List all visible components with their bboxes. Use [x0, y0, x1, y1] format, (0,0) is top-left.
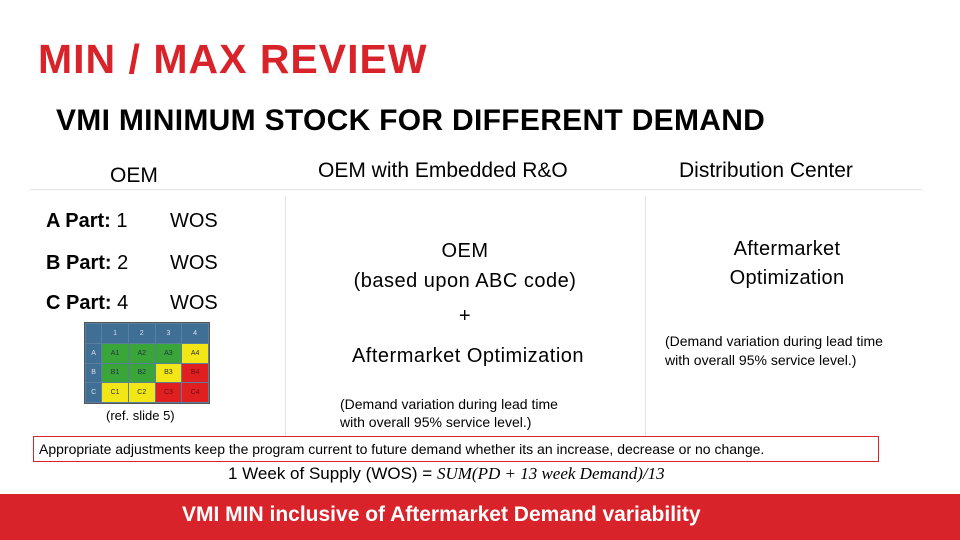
grid-cell: B2: [127, 362, 156, 384]
part-b-value: 2: [117, 252, 129, 274]
grid-corner: [84, 323, 103, 344]
part-c-label: C Part:: [46, 292, 112, 314]
formula-lhs: 1 Week of Supply (WOS) =: [228, 464, 433, 483]
grid-row-header: B: [84, 362, 103, 384]
header-divider: [30, 189, 922, 190]
part-a-value: 1: [116, 210, 128, 232]
embedded-line-oem: OEM: [441, 240, 489, 262]
part-b-label: B Part:: [46, 252, 112, 274]
part-b-unit: WOS: [170, 252, 218, 274]
part-c-unit: WOS: [170, 292, 218, 314]
embedded-line-aftermarket: Aftermarket Optimization: [351, 345, 585, 367]
abc-code-grid: 1 2 3 4 A A1 A2 A3 A4 B B1 B2 B3 B4 C C1…: [84, 322, 210, 404]
banner-text: VMI MIN inclusive of Aftermarket Demand …: [182, 503, 701, 526]
grid-row-header: A: [84, 342, 103, 364]
embedded-line-abc: (based upon ABC code): [353, 270, 577, 292]
embedded-note-line1: (Demand variation during lead time: [340, 396, 558, 412]
formula-rhs: SUM(PD + 13 week Demand)/13: [436, 464, 665, 483]
part-c-value: 4: [117, 292, 129, 314]
grid-cell: C3: [154, 382, 183, 403]
column-header-oem-embedded: OEM with Embedded R&O: [318, 159, 568, 182]
part-a-unit: WOS: [170, 210, 218, 232]
column-header-distribution: Distribution Center: [679, 159, 853, 182]
embedded-plus: +: [458, 305, 472, 327]
grid-cell: B1: [101, 362, 129, 384]
grid-col-header: 4: [181, 323, 209, 344]
wos-formula: 1 Week of Supply (WOS) = SUM(PD + 13 wee…: [228, 464, 665, 484]
part-a-row: A Part: 1: [46, 210, 128, 233]
adjustment-note-box: Appropriate adjustments keep the program…: [33, 436, 879, 462]
bottom-banner: VMI MIN inclusive of Aftermarket Demand …: [0, 494, 960, 540]
embedded-note-line2: with overall 95% service level.): [340, 414, 532, 430]
distribution-note-line1: (Demand variation during lead time: [665, 333, 883, 349]
slide-title: MIN / MAX REVIEW: [38, 36, 428, 82]
part-b-row: B Part: 2: [46, 252, 128, 275]
grid-cell: A1: [101, 342, 129, 364]
grid-cell: B3: [154, 362, 183, 384]
grid-col-header: 3: [154, 323, 183, 344]
column-divider-right: [645, 196, 646, 436]
slide-subtitle: VMI MINIMUM STOCK FOR DIFFERENT DEMAND: [56, 104, 766, 137]
grid-cell: C4: [181, 382, 209, 403]
distribution-note-line2: with overall 95% service level.): [665, 352, 857, 368]
grid-cell: B4: [181, 362, 209, 384]
distribution-line2: Optimization: [729, 267, 845, 289]
grid-row-header: C: [84, 382, 103, 403]
distribution-line1: Aftermarket: [733, 238, 841, 260]
grid-col-header: 1: [101, 323, 129, 344]
grid-cell: C1: [101, 382, 129, 403]
part-a-label: A Part:: [46, 210, 111, 232]
part-c-row: C Part: 4: [46, 292, 128, 315]
column-header-oem: OEM: [110, 164, 158, 187]
grid-reference: (ref. slide 5): [106, 408, 175, 423]
grid-cell: A3: [154, 342, 183, 364]
grid-cell: C2: [127, 382, 156, 403]
column-divider-left: [285, 196, 286, 436]
grid-cell: A4: [181, 342, 209, 364]
grid-cell: A2: [127, 342, 156, 364]
grid-col-header: 2: [127, 323, 156, 344]
